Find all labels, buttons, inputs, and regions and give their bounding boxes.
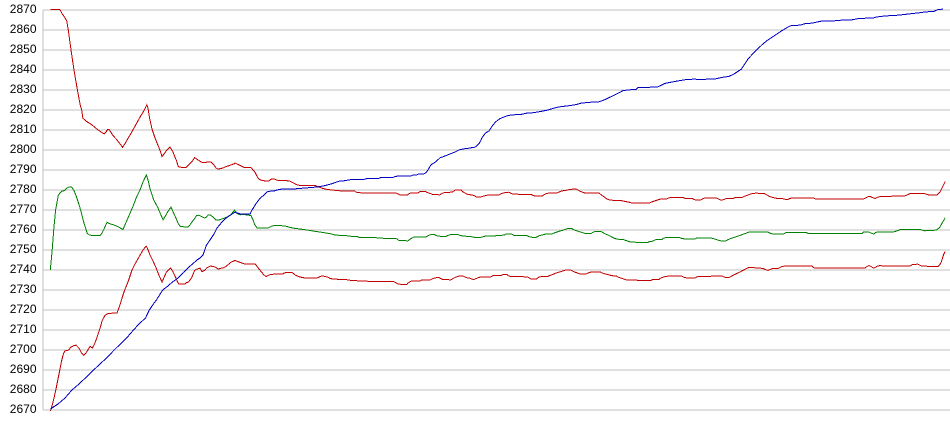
svg-text:2760: 2760	[10, 222, 37, 236]
svg-text:2810: 2810	[10, 122, 37, 136]
svg-text:2870: 2870	[10, 2, 37, 16]
svg-text:2780: 2780	[10, 182, 37, 196]
svg-text:2830: 2830	[10, 82, 37, 96]
svg-text:2800: 2800	[10, 142, 37, 156]
svg-text:2700: 2700	[10, 342, 37, 356]
svg-text:2690: 2690	[10, 362, 37, 376]
svg-text:2860: 2860	[10, 22, 37, 36]
svg-text:2720: 2720	[10, 302, 37, 316]
svg-text:2680: 2680	[10, 382, 37, 396]
svg-text:2710: 2710	[10, 322, 37, 336]
svg-text:2790: 2790	[10, 162, 37, 176]
svg-text:2730: 2730	[10, 282, 37, 296]
svg-text:2770: 2770	[10, 202, 37, 216]
svg-text:2820: 2820	[10, 102, 37, 116]
svg-text:2750: 2750	[10, 242, 37, 256]
svg-text:2840: 2840	[10, 62, 37, 76]
svg-text:2670: 2670	[10, 402, 37, 416]
svg-text:2850: 2850	[10, 42, 37, 56]
svg-text:2740: 2740	[10, 262, 37, 276]
